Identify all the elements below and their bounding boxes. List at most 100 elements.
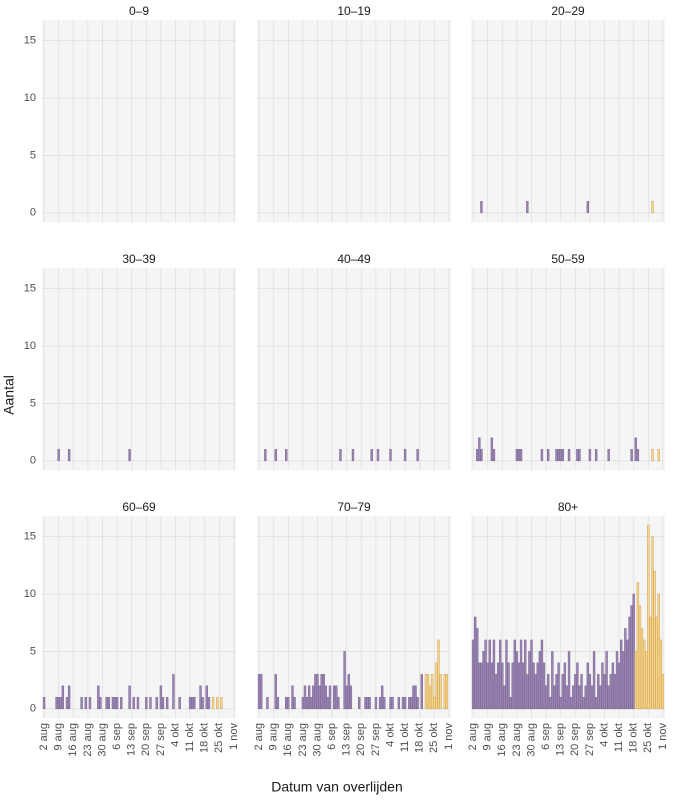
bar <box>285 449 288 462</box>
bar <box>517 449 521 462</box>
bar <box>511 662 514 710</box>
x-tick-label: 4 okt <box>169 723 181 747</box>
y-tick-label: 10 <box>24 340 36 352</box>
bar <box>347 674 350 710</box>
bar <box>488 639 491 710</box>
bar <box>480 449 483 462</box>
y-tick-label: 5 <box>30 645 36 657</box>
panel-background <box>42 516 236 718</box>
bar <box>478 662 481 710</box>
bar <box>496 662 500 710</box>
bar <box>528 651 531 710</box>
bar <box>473 616 477 710</box>
bar <box>567 651 571 710</box>
x-tick-label: 11 okt <box>184 723 196 752</box>
bar <box>626 639 629 710</box>
bar <box>561 674 564 710</box>
panel-background <box>471 20 665 222</box>
bar <box>205 685 208 710</box>
y-tick-label: 10 <box>24 92 36 104</box>
bar <box>630 605 633 710</box>
bar <box>57 697 60 710</box>
bar <box>410 697 413 710</box>
x-tick-label: 13 sep <box>555 723 567 756</box>
bar <box>364 697 367 710</box>
bar <box>636 449 640 462</box>
bar <box>324 685 328 710</box>
bar <box>546 449 550 462</box>
x-tick-label: 11 okt <box>613 723 625 752</box>
bar <box>416 449 419 462</box>
bar <box>301 697 305 710</box>
bar <box>332 685 336 710</box>
facet-title: 40–49 <box>337 252 371 266</box>
x-tick-label: 23 aug <box>82 723 94 757</box>
bar <box>374 697 378 710</box>
bar <box>530 639 533 710</box>
bar <box>507 662 510 710</box>
bar <box>557 449 560 462</box>
y-tick-label: 5 <box>30 149 36 161</box>
y-tick-label: 0 <box>30 703 36 715</box>
x-tick-label: 20 sep <box>569 723 581 756</box>
bar <box>293 697 296 710</box>
bar <box>630 449 633 462</box>
bar <box>420 674 423 710</box>
bar <box>366 697 369 710</box>
bar <box>555 449 558 462</box>
bar <box>159 685 163 710</box>
bar <box>97 685 100 710</box>
x-tick-label: 23 aug <box>297 723 309 757</box>
bar <box>128 685 131 710</box>
bar <box>188 697 192 710</box>
y-tick-label: 0 <box>30 207 36 219</box>
x-tick-label: 25 okt <box>213 723 225 753</box>
bar <box>412 685 415 710</box>
bar <box>445 674 449 710</box>
x-tick-label: 16 aug <box>67 723 79 757</box>
bar <box>471 639 475 710</box>
bar <box>478 437 481 462</box>
bar <box>501 662 504 710</box>
bar <box>107 697 110 710</box>
bar <box>368 697 371 710</box>
bar <box>586 662 590 710</box>
bar <box>615 651 619 710</box>
bar <box>316 674 319 710</box>
bar <box>584 685 587 710</box>
bar <box>594 449 598 462</box>
bar <box>576 662 579 710</box>
bar <box>287 697 290 710</box>
bar <box>378 697 382 710</box>
bar <box>276 697 280 710</box>
bar <box>592 651 596 710</box>
bar <box>305 697 309 710</box>
bar <box>303 685 307 710</box>
facet-title: 0–9 <box>129 4 149 18</box>
bar <box>67 685 71 710</box>
bar <box>155 697 158 710</box>
panel-background <box>257 20 451 222</box>
bar <box>414 685 417 710</box>
x-tick-label: 6 sep <box>326 723 338 750</box>
y-tick-label: 5 <box>30 397 36 409</box>
bar <box>310 697 313 710</box>
bar <box>611 662 615 710</box>
x-tick-label: 16 aug <box>496 723 508 757</box>
bar <box>661 674 665 710</box>
bar <box>161 697 165 710</box>
bar <box>515 449 519 462</box>
bar <box>617 662 621 710</box>
bar <box>613 674 617 710</box>
x-tick-label: 27 sep <box>155 723 167 756</box>
bar <box>574 674 577 710</box>
bar <box>115 697 119 710</box>
bar <box>480 201 483 214</box>
bar <box>172 674 175 710</box>
x-tick-label: 30 aug <box>96 723 108 757</box>
bar <box>645 651 648 710</box>
x-tick-label: 1 nov <box>443 723 455 750</box>
bar <box>521 662 525 710</box>
bar <box>380 685 384 710</box>
bar <box>503 685 506 710</box>
